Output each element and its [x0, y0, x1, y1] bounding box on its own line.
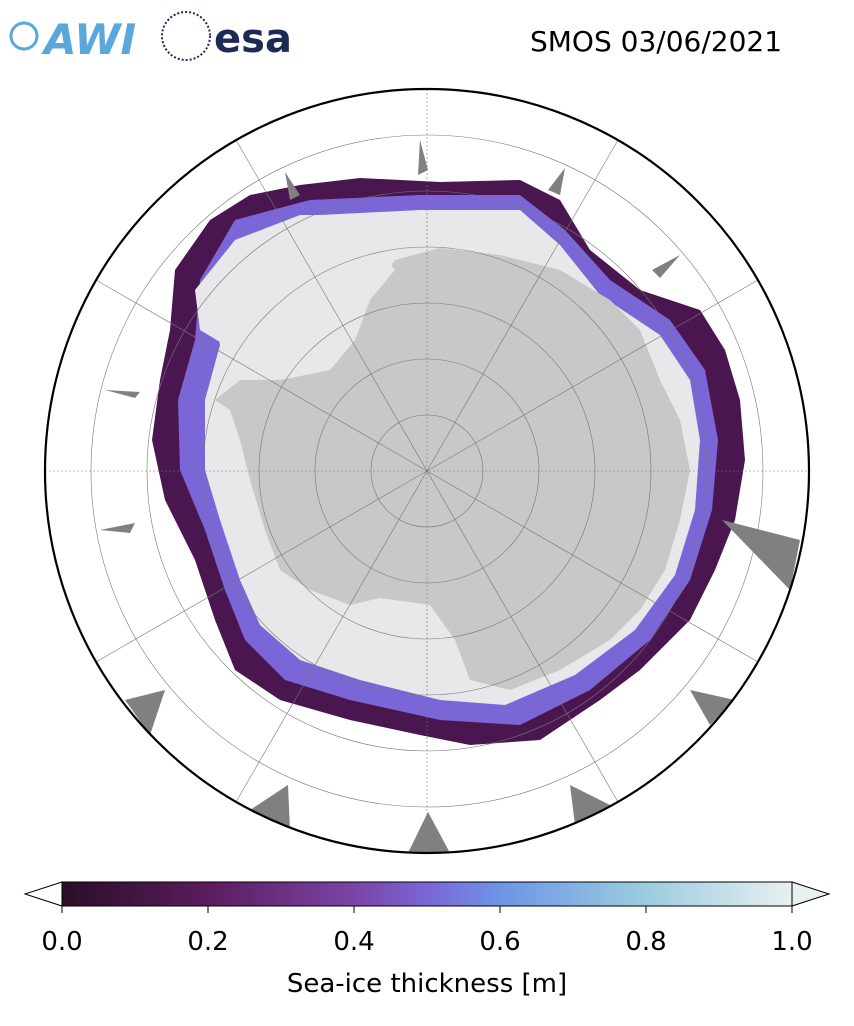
map — [45, 89, 809, 853]
colorbar-extend-high — [791, 881, 831, 907]
graticule — [45, 89, 809, 853]
colorbar-extend-low — [23, 881, 63, 907]
colorbar-label: Sea-ice thickness [m] — [287, 969, 567, 999]
colorbar: Sea-ice thickness [m] 0.0 0.2 0.4 0.6 0.8 1.0 — [23, 881, 831, 999]
colorbar-tick-label: 0.6 — [479, 927, 520, 957]
map-border — [43, 87, 811, 855]
colorbar-tick-label: 1.0 — [771, 927, 812, 957]
colorbar-ramp — [61, 881, 793, 907]
land-masks — [100, 140, 800, 853]
ice-shelf — [195, 215, 395, 378]
antarctica — [215, 248, 690, 690]
esa-logo: esa — [161, 11, 292, 62]
colorbar-tick-label: 0.0 — [41, 927, 82, 957]
map-title: SMOS 03/06/2021 — [530, 25, 782, 58]
colorbar-tick-label: 0.2 — [187, 927, 228, 957]
logo-text: AWI — [41, 15, 136, 64]
awi-logo: AWI — [9, 15, 136, 64]
logo-text: esa — [214, 16, 292, 62]
colorbar-tick-label: 0.8 — [625, 927, 666, 957]
colorbar-tick-label: 0.4 — [333, 927, 374, 957]
